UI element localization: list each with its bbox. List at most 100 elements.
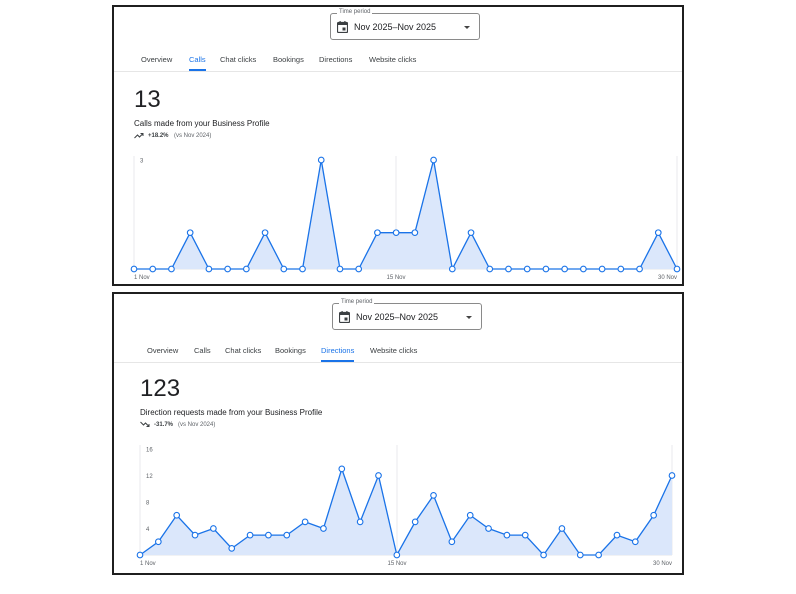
data-point[interactable] (576, 551, 584, 559)
data-point[interactable] (411, 229, 419, 237)
y-tick-label: 8 (146, 501, 150, 507)
data-point[interactable] (356, 518, 364, 526)
data-point[interactable] (246, 531, 254, 539)
data-point[interactable] (467, 229, 475, 237)
data-point[interactable] (430, 156, 437, 164)
tab-overview[interactable]: Overview (147, 346, 179, 355)
tab-website-clicks[interactable]: Website clicks (370, 346, 418, 355)
y-tick-label: 4 (146, 527, 150, 533)
trend-indicator: +18.2% (vs Nov 2024) (134, 132, 254, 141)
calendar-icon (339, 311, 350, 323)
data-point[interactable] (186, 229, 194, 237)
x-tick-label: 30 Nov (658, 275, 677, 281)
data-point[interactable] (673, 265, 681, 273)
data-point[interactable] (411, 518, 419, 526)
data-point[interactable] (617, 265, 625, 273)
time-period-select[interactable]: Time period Nov 2025–Nov 2025 (332, 298, 482, 330)
data-point[interactable] (205, 265, 213, 273)
data-point[interactable] (631, 538, 639, 546)
data-point[interactable] (654, 229, 662, 237)
data-point[interactable] (173, 511, 181, 519)
data-point[interactable] (317, 156, 325, 164)
time-period-label: Time period (337, 8, 373, 16)
data-point[interactable] (558, 525, 566, 532)
trend-percent: +18.2% (148, 133, 169, 139)
calls-panel: Time period Nov 2025–Nov 2025 Overview C… (112, 5, 684, 286)
tab-directions[interactable]: Directions (321, 346, 355, 362)
data-point[interactable] (650, 511, 658, 519)
data-point[interactable] (130, 265, 138, 273)
time-period-label: Time period (339, 298, 375, 306)
y-tick-label: 16 (146, 448, 153, 454)
data-point[interactable] (301, 518, 309, 526)
tab-website-clicks[interactable]: Website clicks (369, 55, 417, 64)
data-point[interactable] (595, 551, 602, 559)
time-period-value: Nov 2025–Nov 2025 (354, 22, 437, 32)
data-point[interactable] (355, 265, 363, 273)
data-point[interactable] (448, 538, 456, 546)
data-point[interactable] (242, 265, 250, 273)
data-point[interactable] (598, 265, 606, 273)
tab-bookings[interactable]: Bookings (273, 55, 304, 64)
metric-description: Calls made from your Business Profile (134, 119, 270, 128)
data-point[interactable] (542, 265, 550, 273)
tab-directions[interactable]: Directions (319, 55, 353, 64)
tab-bar: Overview Calls Chat clicks Bookings Dire… (114, 344, 682, 363)
time-period-select[interactable]: Time period Nov 2025–Nov 2025 (330, 8, 480, 40)
data-point[interactable] (430, 492, 437, 499)
data-point[interactable] (336, 265, 344, 273)
data-point[interactable] (668, 472, 676, 479)
data-point[interactable] (210, 525, 217, 532)
tab-overview[interactable]: Overview (141, 55, 173, 64)
data-point[interactable] (503, 531, 511, 539)
data-point[interactable] (280, 265, 288, 273)
data-point[interactable] (149, 265, 157, 273)
tab-calls[interactable]: Calls (194, 346, 211, 355)
data-point[interactable] (154, 538, 162, 546)
data-point[interactable] (486, 265, 494, 273)
data-point[interactable] (393, 551, 401, 559)
time-period-value: Nov 2025–Nov 2025 (356, 312, 439, 322)
data-point[interactable] (561, 265, 569, 273)
data-point[interactable] (136, 551, 144, 559)
tab-bookings[interactable]: Bookings (275, 346, 306, 355)
x-tick-label: 30 Nov (653, 561, 672, 567)
tab-chat-clicks[interactable]: Chat clicks (225, 346, 262, 355)
data-point[interactable] (299, 265, 306, 273)
data-point[interactable] (485, 525, 492, 532)
data-point[interactable] (523, 265, 531, 273)
tab-chat-clicks[interactable]: Chat clicks (220, 55, 257, 64)
x-tick-label: 1 Nov (140, 561, 156, 567)
tab-calls[interactable]: Calls (189, 55, 206, 71)
data-point[interactable] (466, 511, 474, 519)
data-point[interactable] (261, 229, 269, 237)
data-point[interactable] (636, 265, 643, 273)
directions-chart: 16 12 8 4 1 Nov 15 Nov 30 Nov (136, 445, 676, 567)
data-point[interactable] (613, 531, 621, 539)
data-point[interactable] (265, 531, 272, 539)
data-point[interactable] (580, 265, 587, 273)
trending-down-icon (140, 421, 150, 427)
data-point[interactable] (374, 229, 381, 237)
data-point[interactable] (320, 525, 327, 532)
series-area (134, 160, 677, 269)
data-point[interactable] (191, 531, 199, 539)
data-point[interactable] (505, 265, 512, 273)
series-area (140, 468, 672, 555)
metric-value: 13 (134, 86, 161, 113)
data-point[interactable] (448, 265, 456, 273)
data-point[interactable] (168, 265, 175, 273)
data-point[interactable] (521, 531, 529, 539)
data-point[interactable] (392, 229, 400, 237)
data-point[interactable] (224, 265, 231, 273)
trending-up-icon (134, 133, 144, 139)
data-point[interactable] (283, 531, 291, 539)
y-tick-label: 12 (146, 474, 153, 480)
calls-chart: 3 1 Nov 15 Nov 30 Nov (130, 156, 681, 281)
data-point[interactable] (228, 545, 236, 552)
dropdown-caret-icon (464, 26, 470, 29)
data-point[interactable] (338, 465, 346, 473)
data-point[interactable] (375, 472, 382, 479)
tab-bar: Overview Calls Chat clicks Bookings Dire… (114, 53, 682, 72)
data-point[interactable] (540, 551, 547, 559)
